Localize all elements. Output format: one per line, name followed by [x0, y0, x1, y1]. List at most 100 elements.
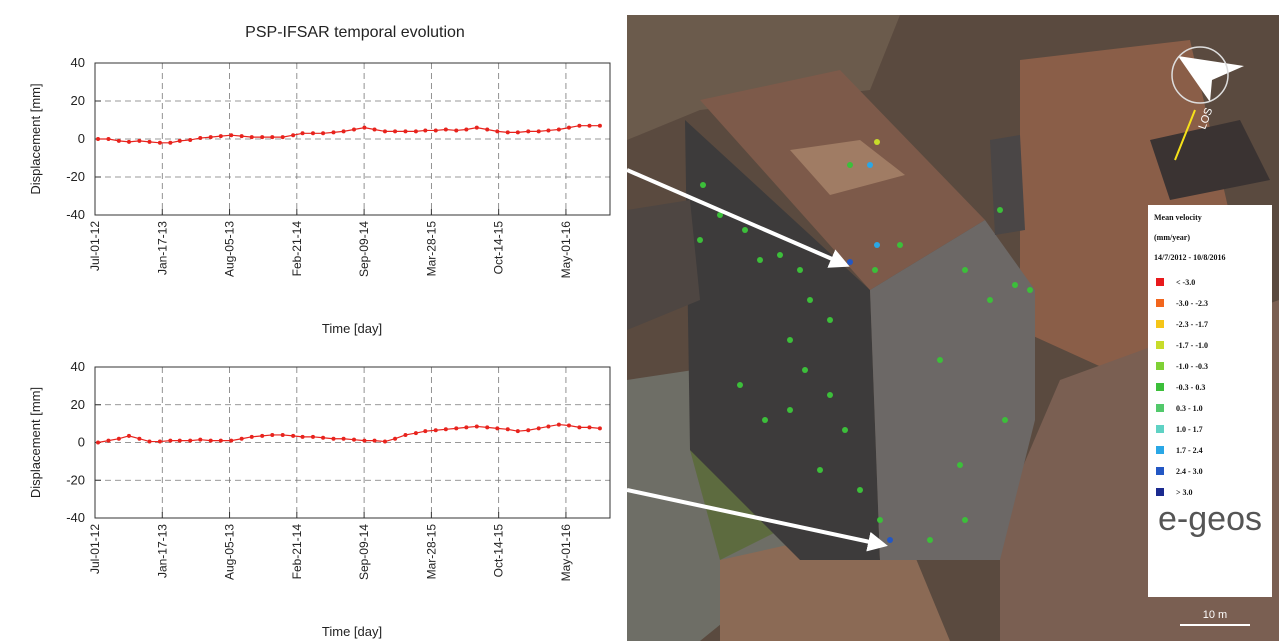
x-axis-label: Time [day] — [322, 321, 382, 336]
data-point — [362, 125, 367, 130]
data-point — [443, 127, 448, 132]
data-point — [485, 425, 490, 430]
data-point — [433, 428, 438, 433]
data-point — [168, 140, 173, 145]
data-point — [577, 425, 582, 430]
data-point — [474, 424, 479, 429]
data-point — [454, 426, 459, 431]
legend-label: 2.4 - 3.0 — [1176, 467, 1203, 476]
legend-title: (mm/year) — [1154, 233, 1190, 242]
y-tick-label: -20 — [66, 169, 85, 184]
data-point — [147, 439, 152, 444]
data-point — [403, 129, 408, 134]
data-point — [106, 137, 111, 141]
legend-swatch — [1156, 488, 1164, 496]
data-point — [280, 135, 285, 140]
x-tick-label: Jan-17-13 — [155, 221, 169, 275]
data-point — [280, 432, 285, 437]
data-point — [341, 129, 346, 134]
legend-label: 0.3 - 1.0 — [1176, 404, 1203, 413]
x-tick-label: Feb-21-14 — [290, 524, 304, 580]
data-point — [413, 431, 418, 436]
data-point — [536, 129, 541, 134]
data-point — [300, 434, 305, 439]
x-tick-label: Sep-09-14 — [357, 524, 371, 580]
data-point — [382, 439, 387, 444]
data-point — [433, 128, 438, 133]
data-point — [126, 433, 131, 438]
data-point — [331, 436, 336, 441]
data-point — [147, 139, 152, 144]
data-point — [137, 436, 142, 441]
aerial-image: LOS 10 m — [627, 15, 1279, 641]
data-point — [566, 423, 571, 428]
data-point — [372, 438, 377, 443]
data-point — [177, 438, 182, 443]
data-point — [597, 426, 602, 431]
data-point — [188, 438, 193, 443]
data-point — [413, 129, 418, 134]
legend-label: < -3.0 — [1176, 278, 1195, 287]
legend-label: -1.0 - -0.3 — [1176, 362, 1208, 371]
data-point — [505, 427, 510, 432]
data-point — [352, 127, 357, 132]
data-point — [443, 427, 448, 432]
data-point — [229, 438, 234, 443]
logo: e-geos — [1158, 500, 1262, 538]
x-tick-label: Jul-01-12 — [88, 221, 102, 271]
data-point — [341, 436, 346, 441]
data-point — [157, 439, 162, 444]
data-point — [137, 138, 142, 143]
y-axis-label: Displacement [mm] — [28, 387, 43, 498]
data-point — [464, 127, 469, 132]
data-point — [239, 436, 244, 441]
data-point — [566, 125, 571, 130]
data-point — [587, 425, 592, 430]
data-point — [249, 434, 254, 439]
data-point — [474, 125, 479, 130]
data-point — [126, 139, 131, 144]
x-axis-label: Time [day] — [322, 624, 382, 639]
data-point — [556, 422, 561, 427]
data-point — [526, 428, 531, 433]
data-point — [310, 131, 315, 136]
data-point — [454, 128, 459, 133]
data-point — [515, 429, 520, 434]
x-tick-label: Jan-17-13 — [155, 524, 169, 578]
legend-swatch — [1156, 446, 1164, 454]
data-point — [198, 437, 203, 442]
plot-frame — [94, 62, 611, 216]
data-point — [526, 129, 531, 134]
chart-title: PSP-IFSAR temporal evolution — [245, 24, 465, 41]
data-line — [97, 423, 600, 444]
x-tick-label: Oct-14-15 — [492, 524, 506, 578]
y-tick-label: 20 — [71, 397, 85, 412]
data-point — [208, 438, 213, 443]
data-point — [495, 426, 500, 431]
data-point — [321, 435, 326, 440]
data-point — [587, 123, 592, 128]
scale-label: 10 m — [1203, 609, 1227, 621]
data-point — [393, 436, 398, 441]
y-tick-label: 40 — [71, 55, 85, 70]
data-point — [249, 135, 254, 140]
data-point — [168, 438, 173, 443]
legend-swatch — [1156, 299, 1164, 307]
y-tick-label: 20 — [71, 93, 85, 108]
data-point — [372, 127, 377, 132]
legend-label: 1.0 - 1.7 — [1176, 425, 1203, 434]
legend-swatch — [1156, 278, 1164, 286]
data-point — [597, 123, 602, 128]
data-point — [218, 438, 223, 443]
y-tick-label: -20 — [66, 472, 85, 487]
data-point — [96, 137, 101, 141]
x-tick-label: Jul-01-12 — [88, 524, 102, 574]
plot-frame — [94, 366, 611, 519]
x-tick-label: Sep-09-14 — [357, 221, 371, 277]
y-tick-label: 0 — [78, 131, 85, 146]
data-point — [260, 135, 265, 140]
legend-swatch — [1156, 320, 1164, 328]
data-point — [352, 437, 357, 442]
data-point — [423, 429, 428, 434]
data-point — [188, 137, 193, 142]
